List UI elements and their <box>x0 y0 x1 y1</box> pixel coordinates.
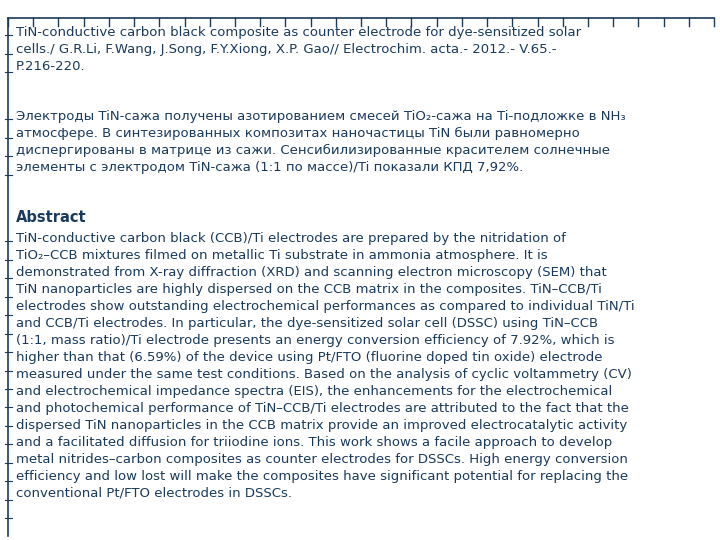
Text: TiN-conductive carbon black (CCB)/Ti electrodes are prepared by the nitridation : TiN-conductive carbon black (CCB)/Ti ele… <box>16 232 634 500</box>
Text: TiN-conductive carbon black composite as counter electrode for dye-sensitized so: TiN-conductive carbon black composite as… <box>16 26 581 73</box>
Text: Abstract: Abstract <box>16 210 86 225</box>
Text: Электроды TiN-сажа получены азотированием смесей TiO₂-сажа на Ti-подложке в NH₃
: Электроды TiN-сажа получены азотирование… <box>16 110 626 174</box>
